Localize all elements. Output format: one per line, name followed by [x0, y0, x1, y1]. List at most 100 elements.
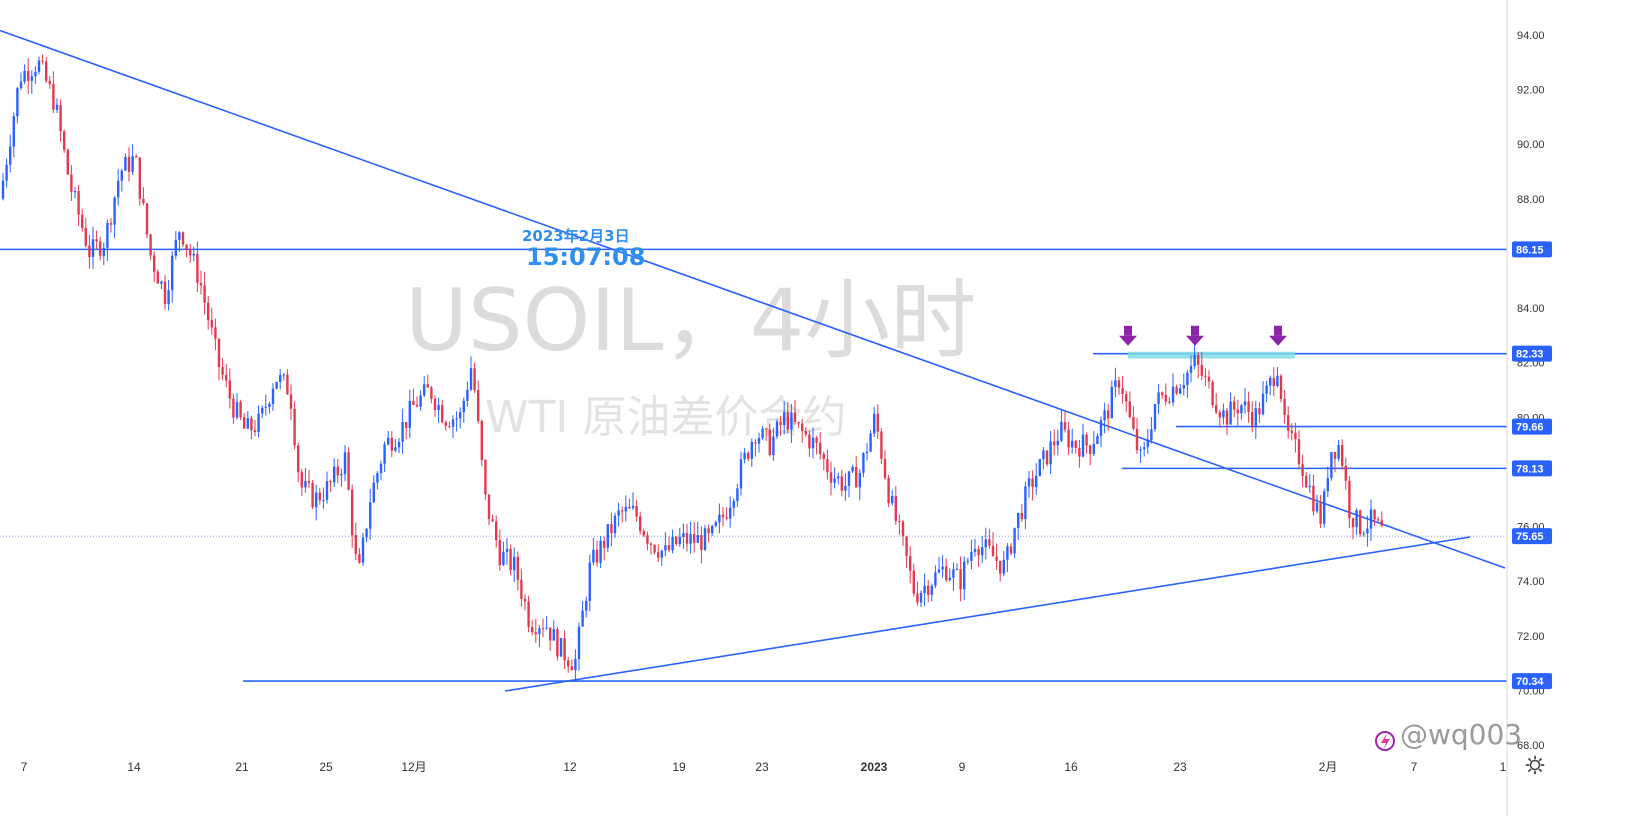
candle-body	[811, 437, 815, 449]
candle-body	[1362, 533, 1365, 535]
candle-body	[750, 442, 753, 459]
candle-body	[736, 488, 739, 502]
candle-body	[495, 521, 498, 541]
candle-body	[541, 628, 545, 630]
candle-body	[502, 552, 505, 565]
candle-body	[1197, 355, 1200, 365]
price-level-tag	[1512, 460, 1552, 477]
candle-body	[1157, 392, 1160, 405]
candle-body	[822, 453, 825, 460]
candle-body	[916, 593, 919, 603]
candle-body	[448, 426, 451, 428]
candle-body	[1247, 401, 1250, 412]
candle-body	[1236, 409, 1239, 414]
candle-body	[775, 421, 779, 437]
candle-body	[844, 485, 847, 491]
candle-body	[437, 404, 440, 410]
down-arrow-head	[1269, 335, 1287, 346]
down-arrow-head	[1186, 335, 1204, 346]
candle-body	[142, 198, 145, 204]
candle-body	[293, 408, 296, 446]
candle-body	[837, 476, 840, 479]
candle-body	[779, 421, 782, 426]
candle-body	[905, 536, 908, 557]
time-axis[interactable]: 7 14 21 25 12月 12 19 23 2023 9 16 23 2月 7 1	[21, 760, 1507, 774]
candle-body	[1020, 512, 1023, 520]
candle-body	[808, 434, 811, 449]
candle-body	[869, 433, 872, 452]
candle-body	[199, 283, 203, 286]
candle-body	[16, 88, 19, 117]
candle-body	[534, 632, 537, 635]
candle-body	[160, 281, 163, 284]
candle-body	[225, 374, 228, 381]
candle-body	[52, 84, 55, 110]
candle-body	[945, 566, 948, 581]
candle-body	[1182, 385, 1185, 389]
candle-body	[826, 459, 829, 473]
candle-body	[322, 499, 325, 501]
gear-icon[interactable]	[1525, 755, 1545, 775]
candle-body	[556, 629, 559, 657]
candle-body	[509, 548, 512, 571]
candle-body	[1351, 518, 1355, 528]
candle-body	[1283, 398, 1286, 416]
candle-body	[793, 412, 797, 423]
candle-body	[732, 501, 735, 508]
candle-body	[304, 480, 307, 488]
candle-body	[768, 429, 771, 456]
candle-body	[145, 203, 149, 235]
price-level-tag-text: 86.15	[1516, 244, 1544, 256]
candle-body	[264, 406, 267, 408]
candle-body	[203, 285, 206, 303]
candle-body	[131, 156, 134, 172]
candle-body	[685, 533, 689, 544]
candle-body	[963, 561, 966, 590]
candle-body	[1193, 355, 1196, 366]
candle-body	[725, 517, 728, 519]
candle-body	[1053, 441, 1056, 446]
candle-body	[315, 492, 318, 508]
candle-body	[1063, 421, 1067, 430]
candle-body	[642, 530, 645, 536]
candle-body	[1377, 519, 1380, 521]
candle-body	[1135, 428, 1139, 451]
candle-body	[91, 239, 95, 258]
candle-body	[469, 368, 473, 390]
candle-body	[1175, 386, 1178, 394]
candle-body	[1186, 372, 1189, 386]
price-level-tag	[1512, 345, 1552, 362]
candle-body	[977, 549, 980, 556]
time-tick-label: 9	[959, 760, 966, 774]
candle-body	[1060, 421, 1063, 441]
candle-body	[178, 232, 181, 240]
candle-body	[1128, 401, 1131, 417]
candle-body	[797, 422, 800, 424]
candle-body	[289, 394, 293, 409]
candle-body	[311, 482, 314, 508]
candle-body	[9, 146, 12, 165]
candle-body	[307, 480, 311, 483]
candle-body	[1056, 440, 1059, 446]
candle-body	[772, 436, 775, 456]
candle-body	[840, 476, 843, 491]
candle-body	[372, 482, 375, 503]
candle-body	[678, 537, 681, 545]
candle-body	[1035, 476, 1038, 487]
candle-body	[455, 418, 458, 420]
candle-body	[657, 552, 660, 558]
candle-body	[246, 418, 249, 429]
candle-body	[649, 543, 653, 546]
candle-body	[667, 545, 671, 551]
candle-body	[1002, 559, 1005, 574]
candle-body	[1240, 405, 1243, 414]
price-axis[interactable]: 94.0092.0090.0088.0086.0084.0082.0080.00…	[1517, 30, 1545, 752]
candle-body	[451, 419, 455, 427]
candle-body	[484, 460, 487, 495]
candle-body	[1337, 444, 1340, 459]
candle-body	[1254, 408, 1257, 427]
candle-body	[783, 412, 786, 426]
candle-body	[1344, 465, 1347, 481]
